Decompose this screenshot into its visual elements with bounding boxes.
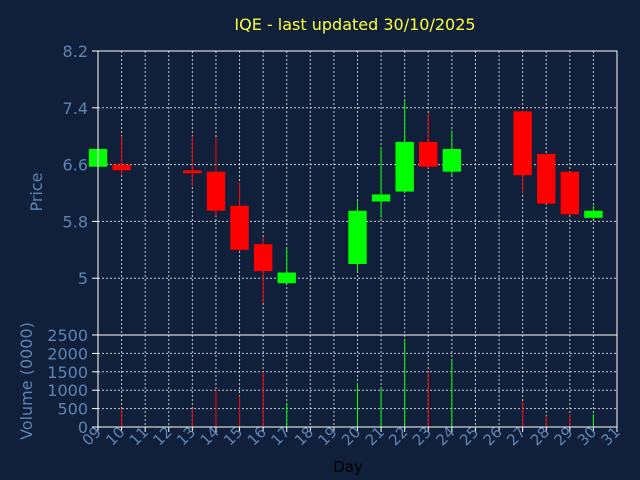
volume-tick-label: 2500 <box>47 326 88 345</box>
candle-body <box>230 205 249 250</box>
volume-tick-label: 1000 <box>47 381 88 400</box>
candle-body <box>183 170 202 174</box>
candle-body <box>560 171 580 215</box>
price-panel: 8.2 7.4 6.6 5.8 5 <box>63 42 618 336</box>
candle-body <box>395 141 414 192</box>
volume-panel-frame <box>97 334 618 428</box>
price-axis-label: Price <box>27 172 46 211</box>
chart-title: IQE - last updated 30/10/2025 <box>234 15 475 34</box>
candle-body <box>513 111 532 176</box>
candle-body <box>206 171 226 211</box>
volume-axis-label: Volume (0000) <box>17 322 36 440</box>
price-tick-label: 5 <box>78 269 88 288</box>
candle-body <box>277 272 296 284</box>
candle-body <box>371 194 391 202</box>
candle-body <box>419 141 438 167</box>
price-tick-label: 5.8 <box>63 212 88 231</box>
candle-body <box>537 153 556 204</box>
volume-panel: 2500200015001000500009101112131415161718… <box>47 326 624 449</box>
x-axis-label: Day <box>333 458 363 476</box>
price-tick-label: 7.4 <box>63 99 88 118</box>
volume-tick-label: 500 <box>57 400 88 419</box>
volume-tick-label: 1500 <box>47 363 88 382</box>
candle-body <box>442 148 462 172</box>
volume-tick-label: 0 <box>78 418 88 437</box>
candle-body <box>348 210 367 264</box>
candle-body <box>584 210 603 218</box>
candle-body <box>253 244 273 272</box>
candle-body <box>112 164 131 171</box>
volume-tick-label: 2000 <box>47 344 88 363</box>
price-tick-label: 8.2 <box>63 42 88 61</box>
price-tick-label: 6.6 <box>63 156 88 175</box>
